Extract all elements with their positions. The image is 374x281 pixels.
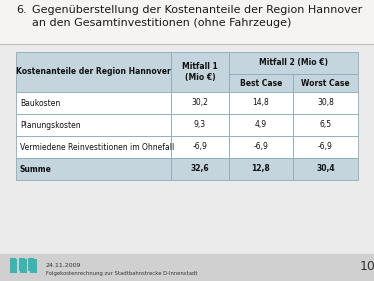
- Text: Best Case: Best Case: [240, 78, 282, 87]
- Text: 30,2: 30,2: [191, 99, 208, 108]
- Bar: [10, 259, 17, 273]
- Text: Summe: Summe: [20, 164, 52, 173]
- Bar: [16, 136, 171, 158]
- Bar: [171, 52, 229, 92]
- Bar: [0, 254, 374, 281]
- Text: Gegenüberstellung der Kostenanteile der Region Hannover
an den Gesamtinvestition: Gegenüberstellung der Kostenanteile der …: [32, 5, 362, 28]
- Text: 30,4: 30,4: [316, 164, 335, 173]
- Bar: [229, 136, 293, 158]
- Text: 6,5: 6,5: [319, 121, 332, 130]
- Text: Planungskosten: Planungskosten: [20, 121, 81, 130]
- Text: Kostenanteile der Region Hannover: Kostenanteile der Region Hannover: [16, 67, 171, 76]
- Text: 24.11.2009: 24.11.2009: [46, 263, 82, 268]
- Bar: [16, 158, 171, 180]
- Text: 4,9: 4,9: [255, 121, 267, 130]
- Bar: [28, 258, 34, 263]
- Bar: [28, 262, 34, 271]
- Text: -6,9: -6,9: [254, 142, 269, 151]
- Text: 12,8: 12,8: [252, 164, 270, 173]
- Text: -6,9: -6,9: [318, 142, 333, 151]
- Bar: [229, 92, 293, 114]
- Bar: [229, 74, 293, 92]
- Text: 10: 10: [360, 260, 374, 273]
- Bar: [16, 92, 171, 114]
- Bar: [229, 52, 358, 74]
- Bar: [293, 74, 358, 92]
- Bar: [293, 92, 358, 114]
- Text: 14,8: 14,8: [252, 99, 269, 108]
- Bar: [171, 158, 229, 180]
- Bar: [171, 114, 229, 136]
- Bar: [10, 258, 16, 263]
- Text: 32,6: 32,6: [191, 164, 209, 173]
- Bar: [16, 52, 171, 92]
- Text: Mitfall 2 (Mio €): Mitfall 2 (Mio €): [259, 58, 328, 67]
- Bar: [293, 158, 358, 180]
- Text: Mitfall 1
(Mio €): Mitfall 1 (Mio €): [182, 62, 218, 82]
- Text: Vermiedene Reinvestitionen im Ohnefall: Vermiedene Reinvestitionen im Ohnefall: [20, 142, 174, 151]
- Bar: [16, 114, 171, 136]
- Bar: [10, 262, 16, 271]
- Text: 6.: 6.: [16, 5, 27, 15]
- Bar: [171, 136, 229, 158]
- Text: -6,9: -6,9: [193, 142, 208, 151]
- Text: Folgekostenrechnung zur Stadtbahnstrecke D-Innenstadt: Folgekostenrechnung zur Stadtbahnstrecke…: [46, 271, 197, 276]
- Text: Baukosten: Baukosten: [20, 99, 60, 108]
- Bar: [293, 136, 358, 158]
- Text: 30,8: 30,8: [317, 99, 334, 108]
- Text: Worst Case: Worst Case: [301, 78, 350, 87]
- Bar: [171, 92, 229, 114]
- Bar: [229, 158, 293, 180]
- Bar: [293, 114, 358, 136]
- Bar: [19, 258, 25, 263]
- Bar: [30, 259, 37, 273]
- Bar: [229, 114, 293, 136]
- Bar: [0, 0, 374, 44]
- Bar: [19, 262, 25, 271]
- Text: 9,3: 9,3: [194, 121, 206, 130]
- Bar: [20, 259, 27, 273]
